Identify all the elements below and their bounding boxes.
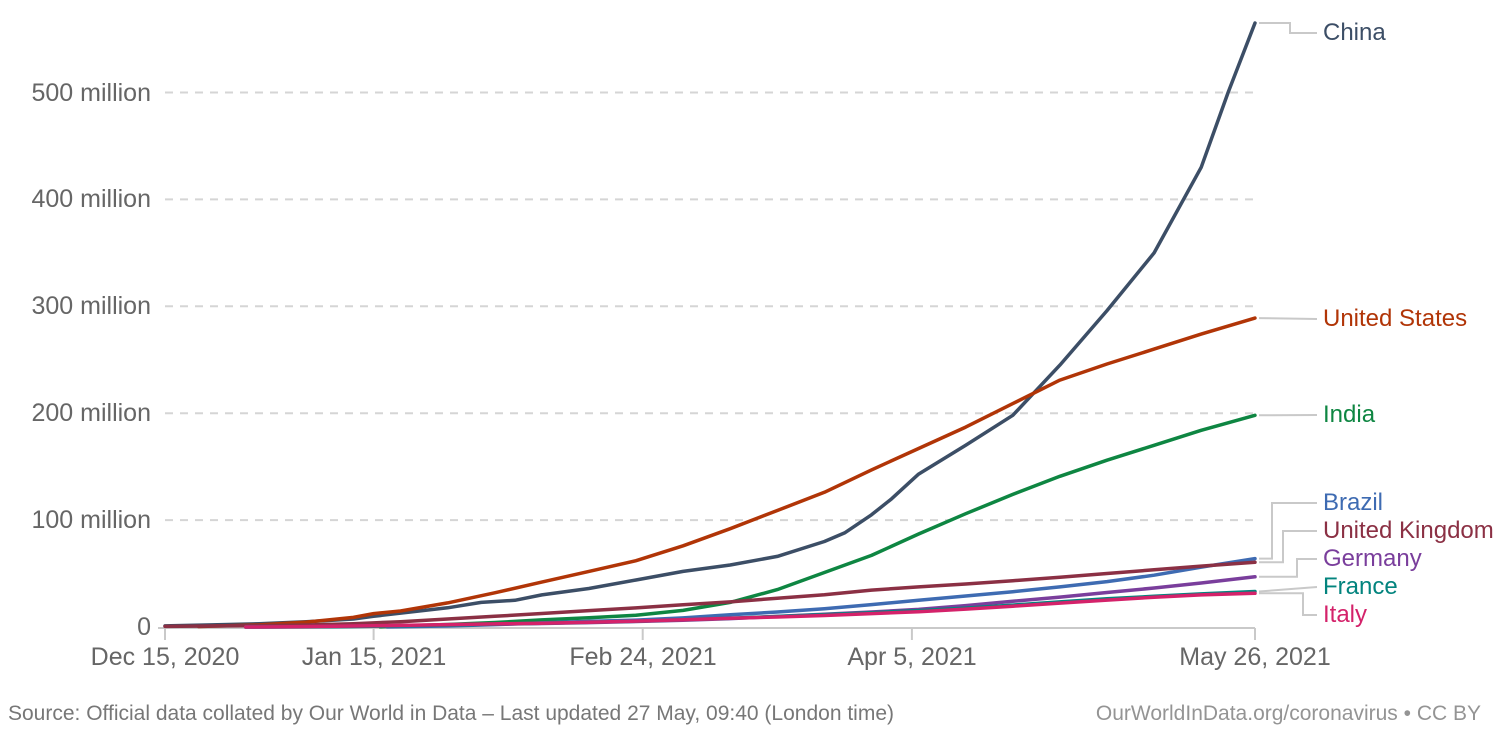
y-tick-label-200: 200 million [31,399,151,427]
x-tick-label-71: Feb 24, 2021 [569,643,717,671]
series-label-brazil[interactable]: Brazil [1323,489,1384,516]
y-tick-label-300: 300 million [31,292,151,320]
series-label-france[interactable]: France [1323,573,1398,600]
label-connector-china [1259,22,1317,34]
source-note: Source: Official data collated by Our Wo… [8,702,894,725]
label-connector-germany [1259,558,1317,578]
x-tick-label-31: Jan 15, 2021 [301,643,447,671]
label-connector-france [1258,586,1318,593]
series-label-united-kingdom[interactable]: United Kingdom [1323,517,1494,544]
series-label-united-states[interactable]: United States [1323,305,1468,332]
label-connector-united-states [1258,317,1318,320]
series-label-germany[interactable]: Germany [1323,545,1422,572]
y-tick-label-500: 500 million [31,79,151,107]
y-tick-label-400: 400 million [31,185,151,213]
y-tick-label-100: 100 million [31,506,151,534]
series-line-united-kingdom[interactable] [163,560,1257,629]
x-tick-label-162: May 26, 2021 [1179,643,1331,671]
series-label-india[interactable]: India [1323,401,1376,428]
x-tick-label-111: Apr 5, 2021 [847,643,977,671]
label-connector-italy [1259,592,1317,616]
attribution-link[interactable]: OurWorldInData.org/coronavirus • CC BY [1095,702,1481,725]
series-line-china[interactable] [163,21,1257,628]
series-label-italy[interactable]: Italy [1323,601,1368,628]
label-connector-brazil [1259,502,1317,560]
series-label-china[interactable]: China [1323,19,1386,46]
plot-area [158,21,1318,640]
series-line-united-states[interactable] [196,316,1257,629]
y-tick-label-0: 0 [137,613,151,641]
x-tick-label-0: Dec 15, 2020 [90,643,240,671]
label-connector-united-kingdom [1259,530,1317,564]
series-line-italy[interactable] [243,591,1257,629]
